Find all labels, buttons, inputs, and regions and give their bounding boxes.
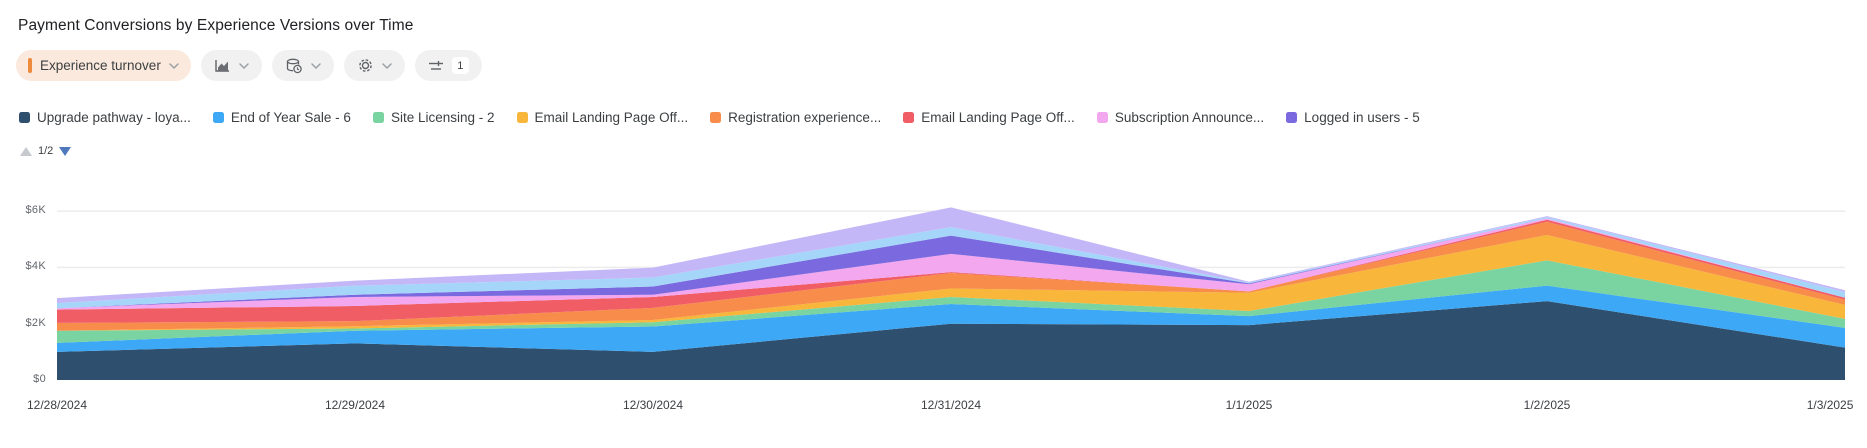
- legend-label: End of Year Sale - 6: [230, 110, 351, 125]
- x-axis-tick-label: 12/31/2024: [920, 398, 982, 412]
- legend-swatch: [212, 112, 224, 123]
- x-axis-tick-label: 12/29/2024: [324, 398, 386, 412]
- legend-swatch: [1096, 112, 1108, 123]
- legend-label: Upgrade pathway - loya...: [37, 110, 191, 125]
- legend-label: Site Licensing - 2: [390, 110, 495, 125]
- legend-item[interactable]: End of Year Sale - 6: [212, 110, 351, 125]
- data-source-button[interactable]: [271, 50, 334, 81]
- legend-swatch: [903, 112, 915, 123]
- metric-selector-button[interactable]: Experience turnover: [16, 50, 191, 81]
- x-axis-tick-label: 12/30/2024: [622, 398, 684, 412]
- y-axis-tick-label: $0: [33, 373, 46, 385]
- x-axis-tick-label: 1/3/2025: [1806, 398, 1854, 412]
- area-series-0[interactable]: [57, 301, 1845, 380]
- database-clock-icon: [285, 58, 303, 74]
- gear-icon: [357, 57, 374, 74]
- legend-item[interactable]: Logged in users - 5: [1286, 110, 1420, 125]
- area-series-9[interactable]: [57, 207, 1845, 304]
- legend-swatch: [710, 112, 722, 123]
- y-axis-tick-label: $2K: [25, 316, 46, 329]
- area-series-8[interactable]: [57, 216, 1845, 309]
- legend-item[interactable]: Registration experience...: [710, 110, 881, 125]
- page-title: Payment Conversions by Experience Versio…: [18, 17, 414, 34]
- legend-item[interactable]: Email Landing Page Off...: [516, 110, 689, 125]
- area-series-4[interactable]: [57, 221, 1845, 331]
- chevron-down-icon: [311, 62, 321, 69]
- chevron-down-icon: [239, 62, 249, 69]
- legend-item[interactable]: Subscription Announce...: [1096, 110, 1265, 125]
- x-axis-tick-label: 12/28/2024: [26, 398, 88, 412]
- legend-swatch: [19, 112, 30, 123]
- area-series-5[interactable]: [57, 219, 1845, 323]
- stacked-area-chart[interactable]: [57, 168, 1845, 380]
- legend-page-down-icon[interactable]: [59, 146, 72, 156]
- y-axis-tick-label: $4K: [25, 260, 46, 273]
- y-axis-tick-label: $6K: [25, 204, 46, 217]
- legend-page-indicator: 1/2: [38, 145, 54, 157]
- settings-button[interactable]: [343, 50, 405, 81]
- legend-pager: 1/2: [20, 145, 72, 157]
- area-series-7[interactable]: [57, 218, 1845, 309]
- legend-label: Registration experience...: [728, 110, 882, 125]
- legend-item[interactable]: Email Landing Page Off...: [903, 110, 1075, 125]
- chart-legend: Upgrade pathway - loya... End of Year Sal…: [19, 110, 1420, 125]
- area-series-6[interactable]: [57, 218, 1845, 310]
- area-series-2[interactable]: [57, 260, 1845, 343]
- metric-selector-label: Experience turnover: [40, 58, 161, 73]
- legend-swatch: [372, 112, 384, 123]
- chart-toolbar: Experience turnover: [16, 50, 482, 81]
- legend-label: Logged in users - 5: [1304, 110, 1420, 125]
- chevron-down-icon: [169, 62, 179, 69]
- filter-count-badge: 1: [451, 57, 469, 74]
- legend-swatch: [1286, 112, 1298, 123]
- legend-label: Email Landing Page Off...: [921, 110, 1075, 125]
- legend-page-up-icon[interactable]: [20, 146, 32, 156]
- x-axis-tick-label: 1/1/2025: [1225, 398, 1273, 412]
- chevron-down-icon: [382, 62, 392, 69]
- metric-accent-bar: [28, 58, 32, 73]
- x-axis-tick-label: 1/2/2025: [1523, 398, 1571, 412]
- legend-label: Email Landing Page Off...: [534, 110, 689, 125]
- legend-label: Subscription Announce...: [1114, 110, 1265, 125]
- x-axis-labels: 12/28/2024 12/29/2024 12/30/2024 12/31/2024…: [27, 398, 1853, 414]
- area-chart-icon: [214, 58, 231, 73]
- legend-item[interactable]: Site Licensing - 2: [372, 110, 495, 125]
- legend-swatch: [516, 112, 528, 123]
- chart-type-button[interactable]: [200, 50, 262, 81]
- legend-item[interactable]: Upgrade pathway - loya...: [19, 110, 191, 125]
- filter-button[interactable]: 1: [414, 50, 482, 81]
- area-series-1[interactable]: [57, 285, 1845, 352]
- filter-lines-icon: [428, 59, 444, 73]
